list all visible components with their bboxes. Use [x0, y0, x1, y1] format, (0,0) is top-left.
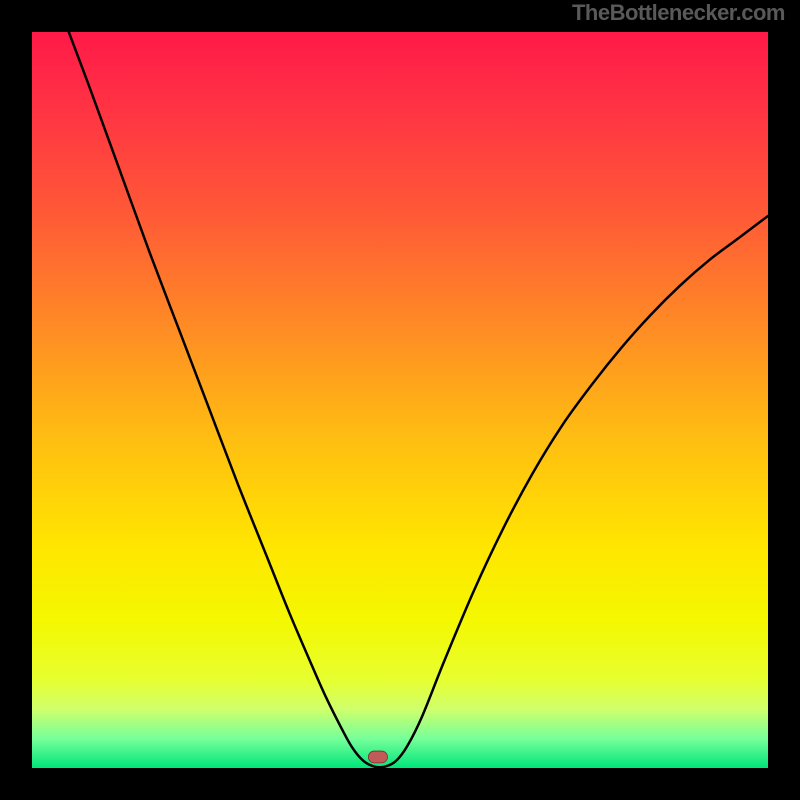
plot-area [32, 32, 768, 768]
bottleneck-marker [368, 751, 387, 763]
gradient-background [32, 32, 768, 768]
plot-svg [32, 32, 768, 768]
watermark-text: TheBottlenecker.com [572, 0, 785, 26]
chart-container: TheBottlenecker.com [0, 0, 800, 800]
